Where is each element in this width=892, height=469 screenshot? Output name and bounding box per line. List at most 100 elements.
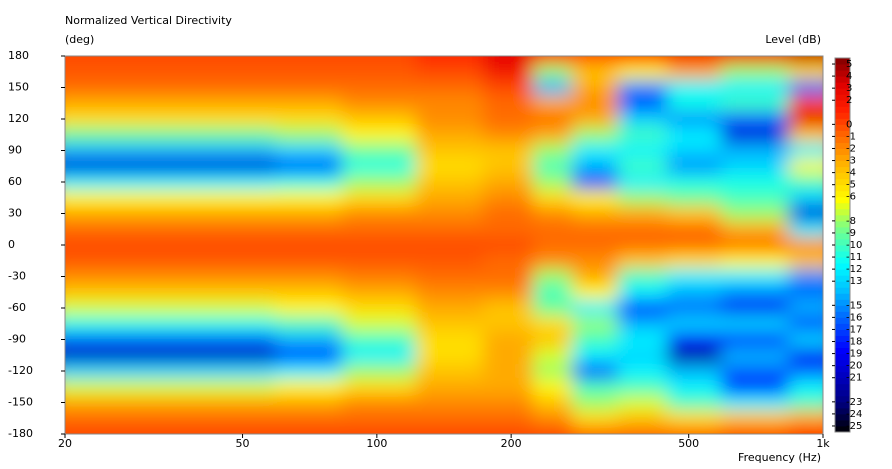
- colorbar-band: [835, 76, 850, 83]
- heat-cell: [532, 268, 573, 285]
- heat-cell: [572, 189, 619, 207]
- colorbar-band: [835, 88, 850, 95]
- colorbar-band: [835, 263, 850, 270]
- heat-cell: [193, 237, 276, 254]
- heat-cell: [65, 95, 105, 112]
- heat-cell: [483, 347, 534, 364]
- heat-cell: [721, 347, 789, 364]
- heat-cell: [65, 410, 105, 427]
- heat-cell: [532, 237, 573, 254]
- heat-cell: [483, 363, 534, 380]
- colorbar-band: [835, 100, 850, 107]
- heat-cell: [65, 394, 105, 411]
- heat-cell: [721, 284, 789, 301]
- heat-cell: [275, 205, 343, 222]
- heat-cell: [104, 394, 194, 411]
- colorbar-tick-label: -16: [846, 312, 862, 323]
- colorbar-tick-label: -12: [846, 264, 862, 275]
- heat-cell: [416, 347, 484, 364]
- heat-cell: [532, 63, 573, 81]
- colorbar-band: [835, 82, 850, 89]
- heat-cell: [667, 95, 722, 112]
- heat-cell: [416, 315, 484, 333]
- heat-cell: [617, 237, 668, 254]
- heat-cell: [416, 284, 484, 301]
- colorbar-tick-label: 4: [846, 71, 852, 82]
- heat-cell: [104, 284, 194, 301]
- heat-cell: [721, 237, 789, 254]
- heat-cell: [104, 174, 194, 191]
- heat-cell: [416, 426, 484, 434]
- heat-cell: [788, 56, 823, 65]
- heat-cell: [193, 79, 276, 96]
- heat-cell: [275, 111, 343, 128]
- heat-cell: [416, 189, 484, 207]
- heat-cell: [416, 378, 484, 396]
- heat-cell: [617, 347, 668, 364]
- heat-cell: [788, 268, 823, 285]
- heat-cell: [416, 142, 484, 159]
- heat-cell: [342, 410, 417, 427]
- heat-cell: [416, 252, 484, 270]
- colorbar-tick-label: -17: [846, 324, 862, 335]
- colorbar-band: [835, 419, 850, 427]
- heat-cell: [483, 331, 534, 348]
- heat-cell: [667, 142, 722, 159]
- heat-cell: [104, 189, 194, 207]
- heat-cell: [483, 126, 534, 144]
- heat-cell: [617, 158, 668, 175]
- colorbar-tick-label: 5: [846, 59, 852, 70]
- heat-cell: [721, 189, 789, 207]
- heatmap: [65, 56, 823, 434]
- y-tick-label: -60: [8, 301, 26, 314]
- heat-cell: [483, 205, 534, 222]
- colorbar-band: [835, 184, 850, 192]
- heat-cell: [65, 347, 105, 364]
- heat-cell: [193, 221, 276, 238]
- heat-cell: [416, 95, 484, 112]
- colorbar-tick-label: -6: [846, 192, 856, 203]
- y-tick-label: 150: [8, 81, 29, 94]
- heat-cell: [342, 79, 417, 96]
- heat-cell: [617, 142, 668, 159]
- heat-cell: [721, 426, 789, 434]
- heat-cell: [788, 126, 823, 144]
- heat-cell: [65, 56, 105, 65]
- heat-cell: [416, 79, 484, 96]
- heat-cell: [342, 63, 417, 81]
- heat-cell: [617, 268, 668, 285]
- heat-cell: [788, 284, 823, 301]
- heat-cell: [65, 126, 105, 144]
- heat-cell: [416, 205, 484, 222]
- heat-cell: [617, 284, 668, 301]
- colorbar-tick-label: -13: [846, 276, 862, 287]
- heat-cell: [65, 158, 105, 175]
- heat-cell: [572, 315, 619, 333]
- heat-cell: [275, 315, 343, 333]
- heat-cell: [65, 315, 105, 333]
- heat-cell: [721, 315, 789, 333]
- heat-cell: [572, 363, 619, 380]
- heat-cell: [667, 347, 722, 364]
- heat-cell: [532, 378, 573, 396]
- heat-cell: [342, 95, 417, 112]
- heat-cell: [788, 347, 823, 364]
- heat-cell: [667, 189, 722, 207]
- heat-cell: [342, 363, 417, 380]
- colorbar-tick-label: -11: [846, 252, 862, 263]
- colorbar-band: [835, 70, 850, 77]
- heat-cell: [721, 252, 789, 270]
- heat-cell: [572, 111, 619, 128]
- heat-cell: [617, 252, 668, 270]
- heat-cell: [667, 378, 722, 396]
- heat-cell: [721, 142, 789, 159]
- heat-cell: [275, 237, 343, 254]
- heat-cell: [572, 158, 619, 175]
- heat-cell: [532, 158, 573, 175]
- heat-cell: [667, 284, 722, 301]
- heat-cell: [193, 300, 276, 317]
- heat-cell: [193, 126, 276, 144]
- y-tick-label: 180: [8, 49, 29, 62]
- heat-cell: [532, 174, 573, 191]
